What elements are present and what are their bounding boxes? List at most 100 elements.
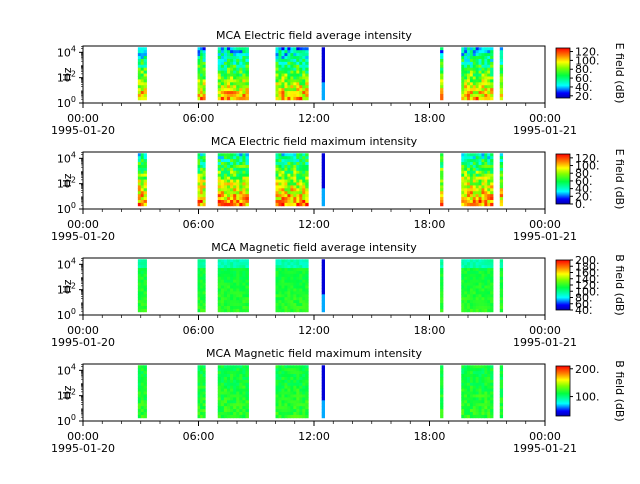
- spectrogram-cell: [299, 182, 303, 186]
- spectrogram-cell: [197, 164, 201, 169]
- spectrogram-cell: [478, 191, 482, 195]
- spectrogram-cell: [490, 170, 494, 175]
- spectrogram-cell: [278, 156, 282, 160]
- spectrogram-cell: [202, 179, 206, 183]
- spectrogram-cell: [202, 268, 206, 272]
- spectrogram-cell: [472, 50, 477, 54]
- spectrogram-cell: [278, 73, 282, 77]
- spectrogram-cell: [202, 285, 206, 289]
- spectrogram-cell: [143, 197, 147, 201]
- spectrogram-cell: [239, 173, 243, 178]
- spectrogram-cell: [296, 73, 300, 77]
- spectrogram-cell: [239, 291, 243, 295]
- spectrogram-cell: [475, 294, 479, 298]
- spectrogram-cell: [239, 297, 243, 301]
- spectrogram-cell: [140, 79, 145, 83]
- spectrogram-cell: [478, 50, 482, 54]
- panel-title: MCA Electric field average intensity: [216, 29, 412, 42]
- spectrogram-cell: [230, 202, 234, 207]
- spectrogram-cell: [299, 382, 303, 387]
- spectrogram-cell: [290, 162, 294, 166]
- spectrogram-cell: [287, 411, 291, 416]
- spectrogram-cell: [484, 265, 488, 269]
- spectrogram-cell: [230, 76, 234, 80]
- spectrogram-cell: [293, 403, 297, 407]
- spectrogram-cell: [137, 197, 142, 201]
- spectrogram-cell: [242, 159, 246, 163]
- spectrogram-cell: [305, 365, 309, 369]
- panel-2: MCA Electric field maximum intensity1001…: [51, 135, 626, 243]
- spectrogram-cell: [472, 70, 477, 74]
- spectrogram-cell: [220, 162, 225, 166]
- spectrogram-cell: [464, 153, 468, 157]
- spectrogram-cell: [197, 391, 201, 395]
- spectrogram-cell: [140, 173, 145, 178]
- spectrogram-cell: [239, 265, 243, 269]
- spectrogram-cell: [461, 262, 465, 266]
- spectrogram-cell: [230, 379, 234, 384]
- spectrogram-cell: [245, 371, 249, 375]
- spectrogram-cell: [293, 156, 297, 160]
- spectrogram-cell: [197, 56, 201, 60]
- spectrogram-cell: [499, 385, 504, 390]
- spectrogram-cell: [202, 176, 206, 180]
- spectrogram-cell: [464, 56, 468, 60]
- spectrogram-cell: [467, 288, 471, 292]
- spectrogram-cell: [245, 268, 249, 272]
- spectrogram-cell: [440, 47, 444, 51]
- spectrogram-cell: [242, 153, 246, 157]
- spectrogram-cell: [278, 406, 282, 410]
- spectrogram-cell: [461, 409, 465, 413]
- spectrogram-cell: [220, 182, 225, 186]
- spectrogram-cell: [461, 76, 465, 80]
- spectrogram-cell: [200, 276, 204, 281]
- spectrogram-cell: [226, 414, 231, 419]
- spectrogram-cell: [239, 414, 243, 419]
- spectrogram-cell: [140, 259, 145, 263]
- spectrogram-cell: [302, 382, 306, 387]
- spectrogram-cell: [440, 185, 444, 189]
- spectrogram-cell: [287, 173, 291, 178]
- spectrogram-cell: [499, 376, 504, 381]
- spectrogram-cell: [275, 182, 279, 186]
- spectrogram-cell: [236, 67, 240, 72]
- spectrogram-cell: [440, 202, 444, 207]
- spectrogram-cell: [140, 385, 145, 390]
- spectrogram-cell: [475, 47, 479, 51]
- spectrogram-cell: [236, 388, 240, 392]
- spectrogram-cell: [200, 371, 204, 375]
- spectrogram-cell: [140, 85, 145, 89]
- spectrogram-cell: [469, 262, 474, 266]
- spectrogram-cell: [202, 297, 206, 301]
- spectrogram-cell: [202, 294, 206, 298]
- spectrogram-cell: [281, 276, 285, 281]
- spectrogram-cell: [299, 414, 303, 419]
- spectrogram-cell: [287, 79, 291, 83]
- spectrogram-cell: [293, 268, 297, 272]
- spectrogram-cell: [226, 265, 231, 269]
- spectrogram-cell: [200, 273, 204, 278]
- spectrogram-cell: [290, 88, 294, 92]
- spectrogram-cell: [469, 305, 474, 310]
- spectrogram-cell: [302, 300, 306, 304]
- spectrogram-cell: [197, 85, 201, 89]
- spectrogram-cell: [233, 164, 237, 169]
- colorbar-label: E field (dB): [613, 149, 626, 210]
- spectrogram-cell: [143, 303, 147, 307]
- spectrogram-cell: [467, 79, 471, 83]
- spectrogram-cell: [440, 305, 444, 310]
- spectrogram-cell: [281, 47, 285, 51]
- spectrogram-cell: [137, 414, 142, 419]
- spectrogram-cell: [143, 270, 147, 275]
- spectrogram-cell: [305, 414, 309, 419]
- spectrogram-cell: [481, 185, 485, 189]
- spectrogram-cell: [275, 305, 279, 310]
- spectrogram-cell: [487, 273, 491, 278]
- spectrogram-cell: [287, 409, 291, 413]
- spectrogram-cell: [290, 153, 294, 157]
- spectrogram-cell: [461, 64, 465, 69]
- spectrogram-cell: [137, 170, 142, 175]
- spectrogram-cell: [226, 270, 231, 275]
- spectrogram-cell: [143, 176, 147, 180]
- spectrogram-cell: [284, 406, 288, 410]
